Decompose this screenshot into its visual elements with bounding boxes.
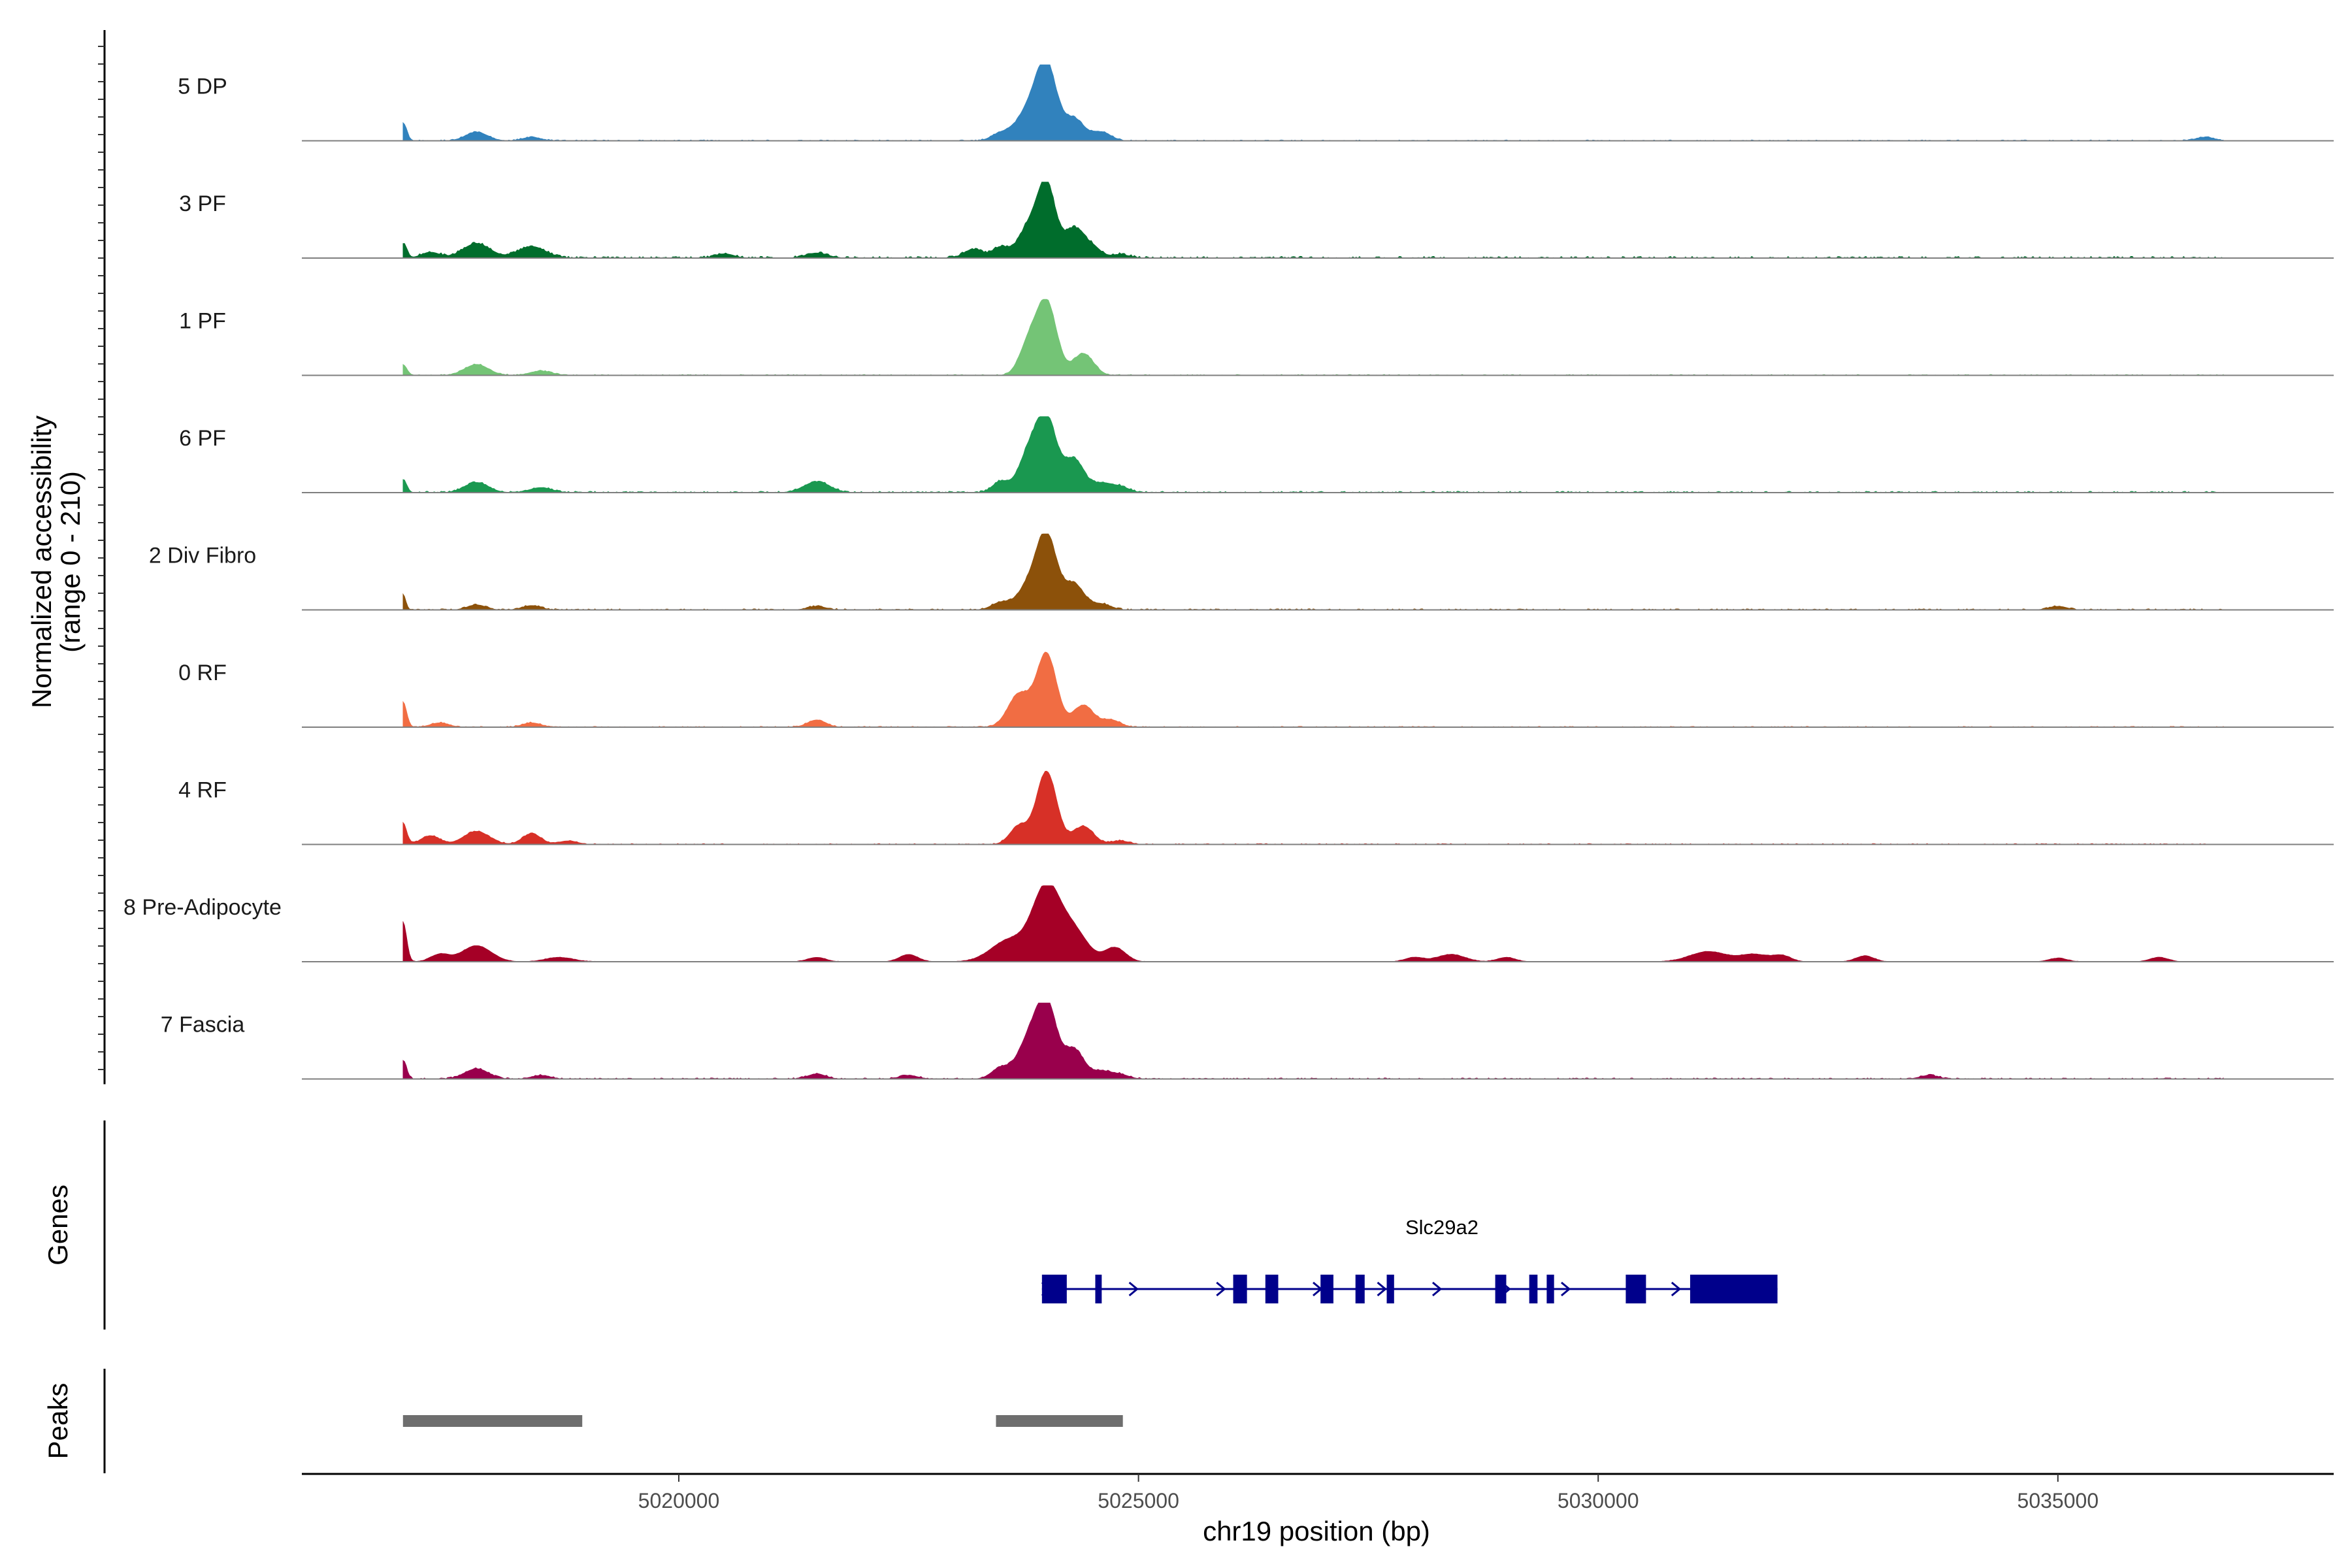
peak-region: [996, 1415, 1123, 1427]
x-tick-label: 5025000: [1098, 1489, 1179, 1512]
gene-exon: [1529, 1275, 1538, 1303]
strand-arrow: [1128, 1281, 1139, 1297]
x-axis-title: chr19 position (bp): [1203, 1516, 1430, 1546]
track-0-rf: 0 RF: [178, 651, 2334, 728]
track-label: 1 PF: [179, 309, 226, 334]
strand-arrow: [1431, 1281, 1443, 1297]
gene-exon: [1233, 1275, 1247, 1303]
peak-region: [402, 1415, 583, 1427]
gene-exon: [1386, 1275, 1394, 1303]
track-2-div-fibro: 2 Div Fibro: [149, 533, 2334, 611]
y-axis-range-label: (range 0 - 210): [55, 471, 86, 653]
track-label: 2 Div Fibro: [149, 544, 256, 568]
track-6-pf: 6 PF: [179, 416, 2334, 493]
x-tick-label: 5030000: [1558, 1489, 1639, 1512]
coverage-area: [402, 416, 2224, 493]
x-tick-label: 5020000: [638, 1489, 720, 1512]
x-tick-label: 5035000: [2017, 1489, 2099, 1512]
x-axis: 5020000 5025000 5030000 5035000: [302, 1473, 2334, 1512]
track-label: 6 PF: [179, 426, 226, 451]
track-1-pf: 1 PF: [179, 299, 2334, 376]
track-3-pf: 3 PF: [179, 182, 2334, 259]
y-axis: [98, 30, 106, 1085]
gene-exon: [1355, 1275, 1365, 1303]
track-label: 5 DP: [178, 74, 227, 99]
track-label: 0 RF: [178, 661, 227, 685]
coverage-area: [402, 1002, 2224, 1079]
strand-arrow: [1041, 1281, 1052, 1297]
coverage-area: [402, 770, 2224, 845]
peaks-panel-title: Peaks: [42, 1383, 73, 1460]
strand-arrow: [1560, 1281, 1571, 1297]
genes-panel: [103, 1120, 1778, 1330]
track-label: 7 Fascia: [161, 1013, 245, 1037]
gene-label: Slc29a2: [1405, 1216, 1478, 1239]
coverage-area: [402, 64, 2224, 141]
gene-exon: [1495, 1275, 1507, 1303]
strand-arrow: [1313, 1281, 1323, 1297]
strand-arrow: [1216, 1281, 1226, 1297]
gene-exon: [1690, 1275, 1778, 1303]
strand-arrow: [1377, 1281, 1387, 1297]
track-5-dp: 5 DP: [178, 64, 2334, 142]
gene-exon: [1546, 1275, 1554, 1303]
coverage-area: [402, 651, 2224, 728]
track-label: 3 PF: [179, 191, 226, 216]
strand-arrow: [1501, 1281, 1511, 1297]
gene-exon: [1265, 1275, 1279, 1303]
coverage-tracks: 5 DP 3 PF 1 PF 6 PF 2 Div Fibro 0 RF 4 RF 8 Pre…: [123, 64, 2334, 1080]
track-8-pre-adipocyte: 8 Pre-Adipocyte: [123, 885, 2334, 962]
genes-panel-title: Genes: [42, 1184, 73, 1266]
gene-exon: [1625, 1275, 1646, 1303]
y-axis-title: Normalized accessibility: [26, 416, 57, 708]
peaks-panel: [103, 1369, 1123, 1473]
gene-exon: [1320, 1275, 1333, 1303]
strand-arrow: [1671, 1281, 1682, 1297]
coverage-area: [402, 533, 2224, 610]
gene-exon: [1095, 1275, 1102, 1303]
coverage-area: [402, 182, 2224, 259]
track-4-rf: 4 RF: [178, 770, 2334, 845]
track-label: 8 Pre-Adipocyte: [123, 895, 282, 920]
gene-exon: [1041, 1275, 1067, 1303]
track-7-fascia: 7 Fascia: [161, 1002, 2334, 1080]
coverage-area: [402, 299, 2224, 376]
track-label: 4 RF: [178, 778, 227, 803]
coverage-area: [402, 885, 2224, 962]
